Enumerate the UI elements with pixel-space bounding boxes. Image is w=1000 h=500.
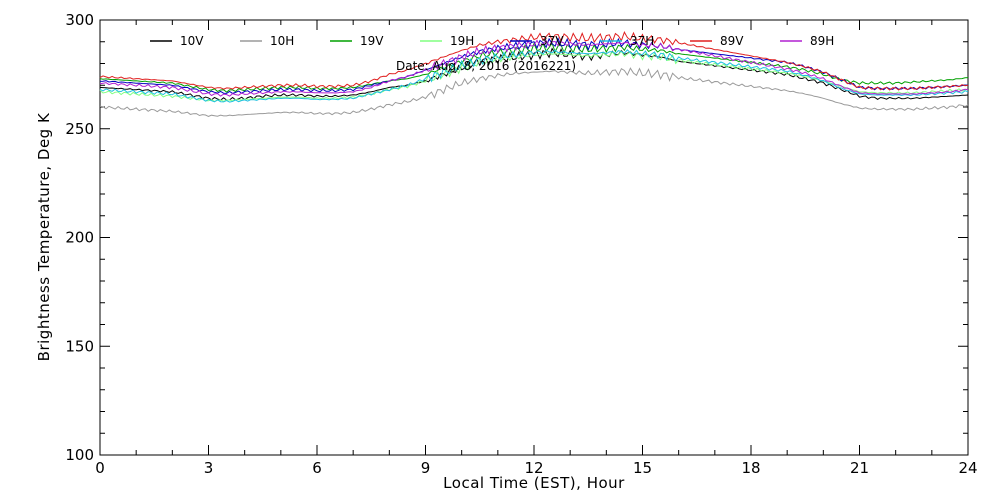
x-tick-label: 18 xyxy=(741,459,760,477)
x-axis-label: Local Time (EST), Hour xyxy=(443,474,625,492)
x-tick-label: 6 xyxy=(312,459,322,477)
chart-subtitle: Date: Aug. 8, 2016 (2016221) xyxy=(396,59,576,73)
y-tick-label: 150 xyxy=(65,337,94,355)
legend-label-37h: 37H xyxy=(630,34,654,48)
legend-label-89h: 89H xyxy=(810,34,834,48)
series-line-89v xyxy=(99,30,969,91)
x-tick-label: 21 xyxy=(850,459,869,477)
x-tick-label: 9 xyxy=(421,459,431,477)
y-tick-label: 200 xyxy=(65,229,94,247)
legend-label-10v: 10V xyxy=(180,34,204,48)
series-line-10h xyxy=(99,67,969,117)
series-group xyxy=(99,30,969,117)
x-tick-label: 15 xyxy=(633,459,652,477)
x-tick-label: 24 xyxy=(958,459,977,477)
series-line-37h xyxy=(99,49,969,103)
legend-label-37v: 37V xyxy=(540,34,564,48)
x-tick-label: 12 xyxy=(524,459,543,477)
legend-label-10h: 10H xyxy=(270,34,294,48)
y-tick-label: 300 xyxy=(65,11,94,29)
legend-label-19h: 19H xyxy=(450,34,474,48)
legend-label-89v: 89V xyxy=(720,34,744,48)
y-tick-label: 250 xyxy=(65,120,94,138)
axis-ticks: 0 3 6 9 12 15 18 21 24 100 150 200 250 300 xyxy=(65,11,977,477)
legend-label-19v: 19V xyxy=(360,34,384,48)
y-tick-label: 100 xyxy=(65,446,94,464)
series-line-19v xyxy=(99,41,969,93)
series-line-37v xyxy=(99,37,969,94)
legend: 10V 10H 19V 19H 37V 37H 89V 89H xyxy=(150,34,834,48)
series-line-89h xyxy=(99,39,969,97)
x-tick-label: 0 xyxy=(95,459,105,477)
x-tick-label: 3 xyxy=(204,459,214,477)
y-axis-label: Brightness Temperature, Deg K xyxy=(35,112,53,361)
